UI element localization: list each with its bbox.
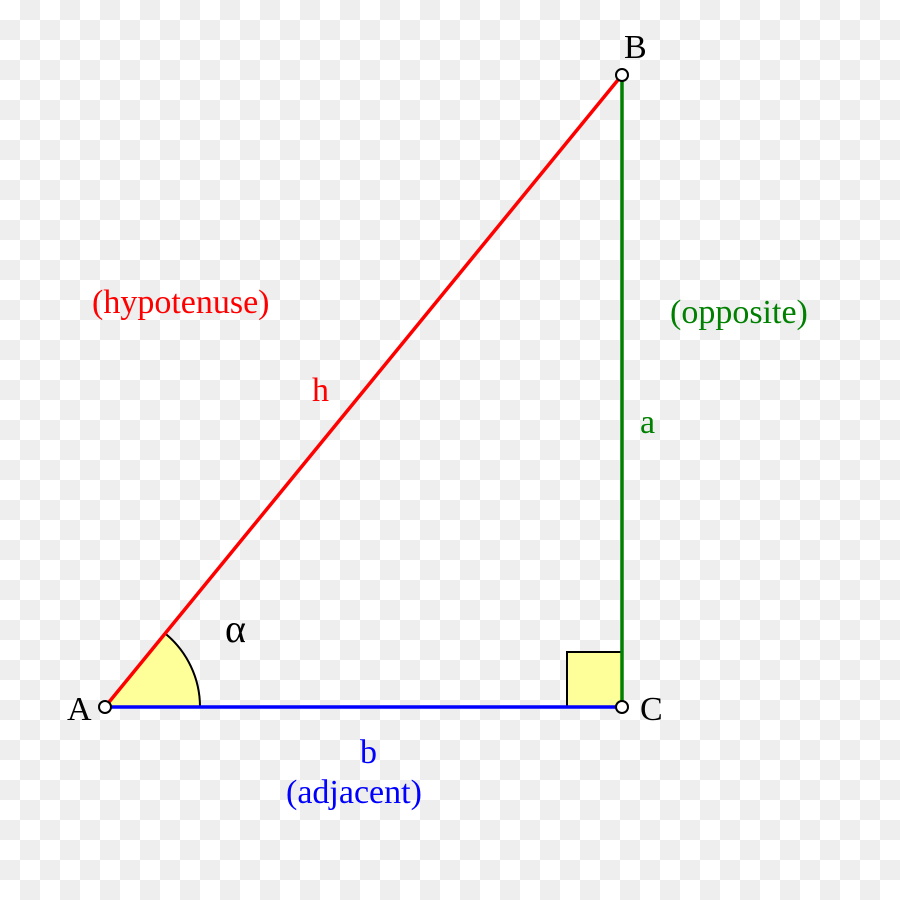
vertex-b-label: B bbox=[624, 29, 647, 67]
adjacent-letter-label: b bbox=[360, 734, 377, 772]
hypotenuse-letter-label: h bbox=[312, 372, 329, 410]
opposite-name-label: (opposite) bbox=[670, 294, 808, 332]
adjacent-name-label: (adjacent) bbox=[286, 774, 422, 812]
right-triangle-diagram bbox=[0, 0, 900, 900]
alpha-angle-label: α bbox=[225, 605, 246, 652]
hypotenuse-name-label: (hypotenuse) bbox=[92, 284, 270, 322]
vertex-a-label: A bbox=[67, 691, 92, 729]
opposite-letter-label: a bbox=[640, 404, 655, 442]
vertex-c-label: C bbox=[640, 691, 663, 729]
